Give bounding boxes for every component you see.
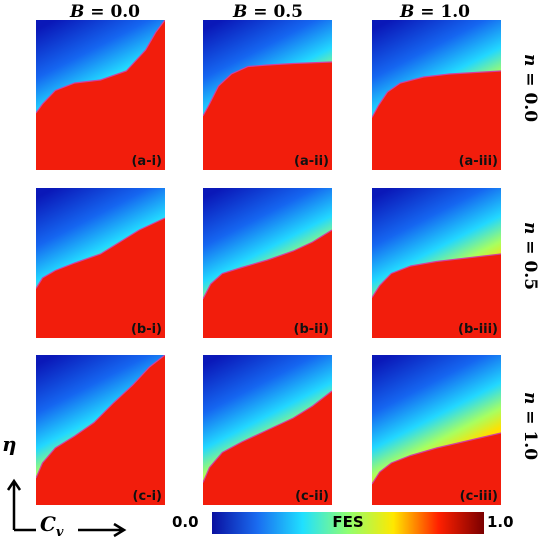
colorbar-gradient xyxy=(212,512,484,534)
heatmap-svg xyxy=(36,20,165,170)
panel-label: (a-i) xyxy=(131,154,162,169)
row-header-value: 1.0 xyxy=(520,430,540,461)
panel-label: (c-iii) xyxy=(459,489,498,504)
column-header-var: B xyxy=(69,2,85,22)
heatmap-panel-c-ii: (c-ii) xyxy=(203,355,332,505)
heatmap-svg xyxy=(203,355,332,505)
heatmap-panel-c-i: (c-i) xyxy=(36,355,165,505)
heatmap-svg xyxy=(203,20,332,170)
high-fes-region xyxy=(372,433,501,505)
x-axis-label: Cv xyxy=(40,512,63,540)
row-header-var: n xyxy=(520,392,540,405)
colorbar-title: FES xyxy=(332,513,364,531)
colorbar xyxy=(212,512,484,534)
high-fes-region xyxy=(36,20,165,170)
high-fes-region xyxy=(203,391,332,505)
column-header-var: B xyxy=(232,2,248,22)
high-fes-region xyxy=(36,218,165,338)
row-header-value: 0.0 xyxy=(520,92,540,123)
boundary-line xyxy=(203,229,332,300)
x-axis-sub: v xyxy=(55,525,64,540)
high-fes-region xyxy=(203,62,332,170)
boundary-line xyxy=(203,61,332,117)
colorbar-min-label: 0.0 xyxy=(172,513,199,531)
boundary-line xyxy=(36,355,165,479)
y-axis-arrow xyxy=(6,478,22,530)
high-fes-region xyxy=(372,254,501,338)
panel-label: (b-iii) xyxy=(458,322,498,337)
panel-label: (c-i) xyxy=(132,489,162,504)
heatmap-svg xyxy=(36,188,165,338)
row-header-2: n = 1.0 xyxy=(520,392,540,461)
row-header-var: n xyxy=(520,222,540,235)
column-header-1: B = 0.5 xyxy=(232,2,304,22)
column-header-value: 1.0 xyxy=(440,2,471,22)
high-fes-region xyxy=(372,71,501,170)
heatmap-panel-a-i: (a-i) xyxy=(36,20,165,170)
heatmap-panel-a-iii: (a-iii) xyxy=(372,20,501,170)
heatmap-svg xyxy=(372,355,501,505)
row-header-1: n = 0.5 xyxy=(520,222,540,291)
boundary-line xyxy=(36,217,165,289)
row-header-0: n = 0.0 xyxy=(520,54,540,123)
row-header-var: n xyxy=(520,54,540,67)
axis-arrows xyxy=(6,478,127,538)
heatmap-panel-b-ii: (b-ii) xyxy=(203,188,332,338)
heatmap-svg xyxy=(203,188,332,338)
boundary-line xyxy=(36,20,165,114)
colorbar-max-label: 1.0 xyxy=(487,513,514,531)
high-fes-region xyxy=(203,230,332,338)
y-axis-label: η xyxy=(2,432,17,456)
row-header-value: 0.5 xyxy=(520,260,540,291)
boundary-line xyxy=(203,390,332,483)
column-header-2: B = 1.0 xyxy=(399,2,471,22)
heatmap-panel-b-i: (b-i) xyxy=(36,188,165,338)
panel-label: (b-ii) xyxy=(293,322,330,337)
panel-label: (a-ii) xyxy=(294,154,329,169)
high-fes-region xyxy=(36,355,165,505)
column-header-0: B = 0.0 xyxy=(69,2,141,22)
boundary-line xyxy=(372,70,501,118)
x-axis-arrow xyxy=(14,522,127,538)
heatmap-svg xyxy=(372,188,501,338)
x-axis-var: C xyxy=(40,512,56,536)
panel-label: (a-iii) xyxy=(458,154,498,169)
heatmap-panel-b-iii: (b-iii) xyxy=(372,188,501,338)
panel-label: (c-ii) xyxy=(295,489,329,504)
heatmap-svg xyxy=(372,20,501,170)
heatmap-panel-c-iii: (c-iii) xyxy=(372,355,501,505)
column-header-value: 0.0 xyxy=(110,2,141,22)
column-header-var: B xyxy=(399,2,415,22)
boundary-line xyxy=(372,432,501,485)
column-header-value: 0.5 xyxy=(273,2,304,22)
boundary-line xyxy=(372,253,501,298)
heatmap-panel-a-ii: (a-ii) xyxy=(203,20,332,170)
heatmap-svg xyxy=(36,355,165,505)
panel-label: (b-i) xyxy=(130,322,162,337)
